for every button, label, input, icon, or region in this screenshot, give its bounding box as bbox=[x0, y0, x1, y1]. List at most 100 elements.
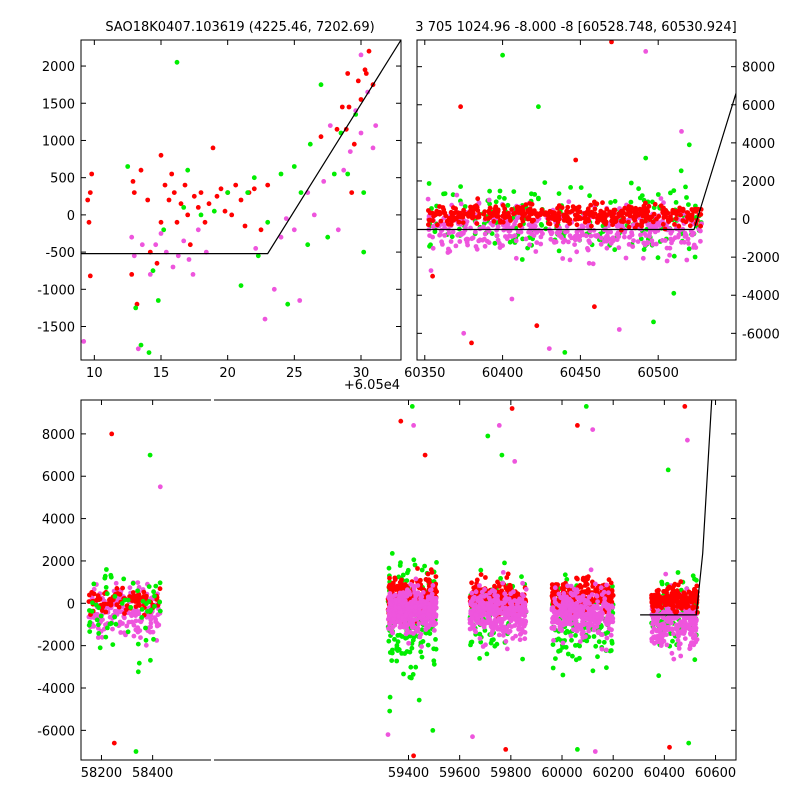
data-point-red bbox=[166, 197, 172, 203]
data-point-magenta bbox=[669, 627, 675, 633]
data-point-magenta bbox=[396, 613, 401, 619]
data-point-magenta bbox=[698, 238, 703, 244]
data-point-green bbox=[497, 188, 503, 194]
data-point-green bbox=[519, 574, 524, 580]
data-point-red bbox=[572, 212, 578, 218]
y-tick-label: 1500 bbox=[42, 97, 75, 112]
data-point-magenta bbox=[588, 612, 593, 618]
data-point-green bbox=[361, 249, 367, 255]
data-point-magenta bbox=[489, 588, 495, 594]
data-point-red bbox=[466, 214, 471, 219]
x-tick-label: 60000 bbox=[541, 766, 582, 781]
data-point-green bbox=[148, 607, 154, 613]
x-tick-label: 10 bbox=[86, 366, 103, 381]
data-point-magenta bbox=[635, 239, 641, 245]
data-point-magenta bbox=[568, 583, 574, 589]
data-point-red bbox=[198, 190, 204, 196]
data-point-green bbox=[104, 591, 110, 597]
data-point-magenta bbox=[568, 633, 574, 639]
y-tick-label: 4000 bbox=[42, 513, 75, 528]
data-point-green bbox=[409, 645, 415, 651]
data-point-magenta bbox=[574, 249, 580, 255]
data-point-green bbox=[493, 199, 499, 205]
data-point-green bbox=[478, 567, 484, 573]
data-point-red bbox=[694, 583, 700, 589]
data-point-magenta bbox=[133, 611, 138, 616]
data-point-green bbox=[87, 620, 93, 625]
data-point-magenta bbox=[413, 604, 418, 610]
data-point-red bbox=[529, 218, 535, 224]
data-point-red bbox=[682, 603, 687, 609]
data-point-green bbox=[400, 572, 406, 578]
data-point-red bbox=[122, 611, 127, 616]
data-point-magenta bbox=[412, 608, 418, 614]
data-point-magenta bbox=[158, 231, 164, 236]
data-point-red bbox=[676, 599, 681, 605]
data-point-red bbox=[663, 214, 669, 220]
data-point-red bbox=[129, 272, 135, 277]
data-point-green bbox=[155, 298, 161, 303]
data-point-red bbox=[626, 219, 631, 225]
data-point-green bbox=[143, 625, 148, 631]
data-point-magenta bbox=[577, 639, 583, 644]
data-point-green bbox=[133, 749, 139, 754]
data-point-red bbox=[651, 608, 656, 614]
data-point-magenta bbox=[520, 628, 526, 634]
data-point-green bbox=[419, 627, 425, 633]
data-point-magenta bbox=[590, 427, 596, 432]
data-point-red bbox=[601, 220, 607, 225]
data-point-magenta bbox=[113, 580, 119, 586]
data-point-magenta bbox=[693, 628, 699, 633]
data-point-magenta bbox=[148, 617, 154, 622]
data-point-magenta bbox=[568, 590, 574, 596]
data-point-red bbox=[609, 599, 615, 605]
data-point-magenta bbox=[99, 634, 105, 640]
data-point-green bbox=[157, 608, 163, 614]
data-point-red bbox=[646, 203, 652, 209]
data-point-magenta bbox=[617, 224, 623, 229]
data-point-magenta bbox=[518, 618, 524, 624]
data-point-red bbox=[178, 201, 184, 207]
data-point-green bbox=[562, 350, 568, 355]
data-point-magenta bbox=[422, 599, 427, 604]
data-point-magenta bbox=[448, 239, 454, 244]
data-point-green bbox=[96, 631, 102, 636]
data-point-red bbox=[458, 104, 463, 110]
data-point-green bbox=[146, 584, 152, 589]
data-point-magenta bbox=[278, 234, 284, 240]
data-point-green bbox=[407, 649, 413, 655]
data-point-magenta bbox=[491, 598, 496, 603]
data-point-magenta bbox=[523, 586, 529, 592]
data-point-red bbox=[174, 219, 180, 225]
data-point-magenta bbox=[410, 625, 415, 630]
data-point-magenta bbox=[153, 617, 159, 622]
data-point-red bbox=[474, 221, 480, 227]
data-point-green bbox=[157, 580, 163, 586]
data-point-red bbox=[505, 571, 511, 577]
data-point-magenta bbox=[513, 255, 519, 261]
data-point-red bbox=[685, 214, 690, 220]
data-point-red bbox=[238, 197, 244, 203]
data-point-green bbox=[570, 653, 575, 659]
data-point-magenta bbox=[599, 632, 605, 637]
data-point-green bbox=[409, 641, 415, 646]
data-point-red bbox=[426, 222, 431, 228]
data-point-magenta bbox=[321, 179, 327, 184]
data-point-magenta bbox=[475, 620, 481, 626]
data-point-red bbox=[664, 590, 669, 596]
data-point-green bbox=[539, 222, 545, 228]
data-point-magenta bbox=[496, 423, 502, 428]
data-point-red bbox=[569, 208, 575, 214]
data-point-green bbox=[428, 242, 433, 248]
data-point-green bbox=[98, 613, 104, 619]
data-point-red bbox=[435, 222, 440, 228]
data-point-green bbox=[331, 171, 337, 177]
data-point-magenta bbox=[413, 576, 419, 582]
data-point-red bbox=[251, 186, 257, 192]
data-point-green bbox=[412, 562, 418, 568]
data-point-magenta bbox=[513, 612, 519, 617]
y-tick-label: -2000 bbox=[742, 251, 780, 266]
data-point-magenta bbox=[387, 596, 392, 602]
data-point-magenta bbox=[477, 600, 483, 606]
data-point-red bbox=[622, 205, 628, 211]
